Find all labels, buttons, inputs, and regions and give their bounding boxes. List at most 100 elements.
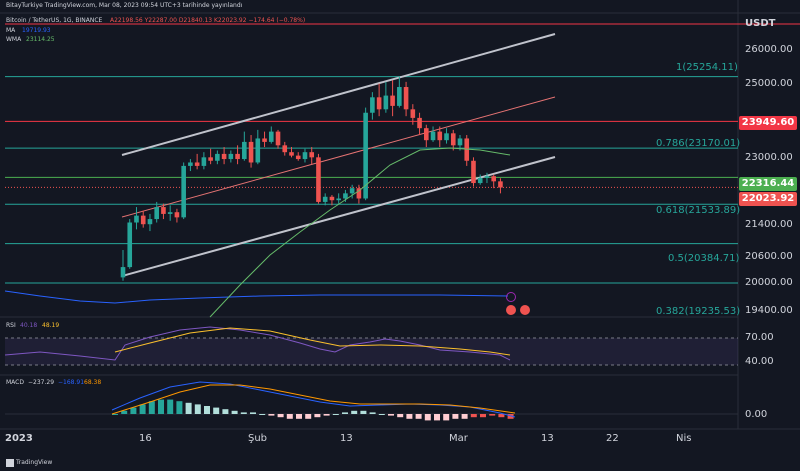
macd-label[interactable]: MACD [6,379,24,386]
candle-body [282,145,288,153]
candle-body [336,198,341,201]
candle-body [322,196,328,202]
candle-body [471,160,476,184]
fib-label-0382: 0.382(19235.53) [656,306,741,317]
y-tick: 23000.00 [745,152,793,163]
fib-label-0786: 0.786(23170.01) [656,138,741,149]
macd-histogram-bar [424,414,431,421]
candle-body [161,207,166,214]
x-tick: Nis [676,433,692,444]
price-tag-support: 22316.44 [739,177,797,191]
candle-body [140,215,146,225]
candle-body [356,188,362,199]
macd-signal-line [111,384,516,415]
y-tick: 21400.00 [745,219,793,230]
candle-body [127,222,133,268]
macd-value-1: −237.29 [28,379,55,386]
wma-line [209,147,511,318]
ma-label[interactable]: MA [6,27,16,34]
macd-histogram-bar [213,407,220,414]
wma-label[interactable]: WMA [6,36,22,43]
macd-histogram-bar [231,410,238,414]
macd-histogram-bar [342,412,348,414]
macd-histogram-bar [351,410,358,414]
macd-histogram-bar [443,414,450,421]
candle-body [154,207,159,220]
candle-body [397,87,402,106]
candle-body [437,131,443,141]
candle-body [174,212,180,218]
macd-histogram-bar [452,414,459,419]
macd-histogram-bar [204,406,210,414]
candle-body [450,133,456,146]
macd-histogram-bar [268,414,275,416]
candle-body [268,131,274,142]
candle-body [430,131,436,141]
macd-histogram-bar [286,414,293,419]
macd-histogram-bar [277,414,284,418]
x-tick: Mar [449,433,468,444]
macd-histogram-bar [305,414,312,419]
candle-body [417,117,422,129]
x-tick: Şub [248,433,268,444]
macd-histogram-bar [240,412,247,414]
rsi-label[interactable]: RSI [6,322,16,329]
rsi-tick: 70.00 [745,332,774,343]
x-tick: 13 [541,433,554,444]
symbol-title[interactable]: Bitcoin / TetherUS, 1G, BINANCE [6,17,103,24]
macd-histogram-bar [148,401,155,414]
candle-body [316,157,321,202]
macd-histogram-bar [167,399,174,414]
candle-body [349,188,355,194]
macd-histogram-bar [332,414,339,415]
ohlc-readout: A22198.56 Y22287.00 D21840.13 K22023.92 … [110,17,306,24]
y-tick: 20000.00 [745,277,793,288]
macd-histogram-bar [489,414,496,416]
macd-histogram-bar [158,399,164,414]
candle-body [403,87,409,110]
candle-body [309,152,315,158]
macd-histogram-bar [369,412,376,414]
fib-label-1: 1(25254.11) [676,62,738,73]
candle-body [215,153,220,161]
macd-histogram-bar [314,414,321,418]
event-flag-icon [520,305,530,315]
macd-histogram-bar [360,410,367,414]
candle-body [248,141,254,163]
candle-body [376,97,382,110]
macd-value-3: 68.38 [84,379,102,386]
candle-body [262,138,267,142]
candle-body [370,97,375,113]
candle-body [363,112,368,199]
macd-histogram-bar [507,414,514,419]
macd-histogram-bar [480,414,486,418]
candle-body [457,138,463,146]
candle-body [188,162,193,166]
candle-body [289,152,294,156]
candle-body [410,109,416,118]
rsi-ma-line [114,327,511,356]
candle-body [228,153,234,160]
macd-histogram-bar [406,414,413,419]
candle-body [329,196,335,201]
macd-histogram-bar [397,414,404,418]
currency-label[interactable]: USDT [745,18,776,29]
fib-label-05: 0.5(20384.71) [668,253,740,264]
rsi-value-1: 40.18 [20,322,38,329]
candle-body [194,162,200,166]
x-tick: 16 [139,433,152,444]
macd-histogram-bar [296,414,302,419]
wma-value: 23114.25 [26,36,55,43]
rsi-band [5,338,738,365]
candle-body [255,138,261,163]
candle-body [295,155,301,160]
candle-body [242,141,247,160]
candle-body [221,153,227,160]
candle-body [181,165,186,218]
candle-body [343,193,348,199]
candle-body [424,128,429,141]
x-tick: 13 [340,433,353,444]
macd-histogram-bar [323,414,330,416]
macd-histogram-bar [388,414,394,416]
